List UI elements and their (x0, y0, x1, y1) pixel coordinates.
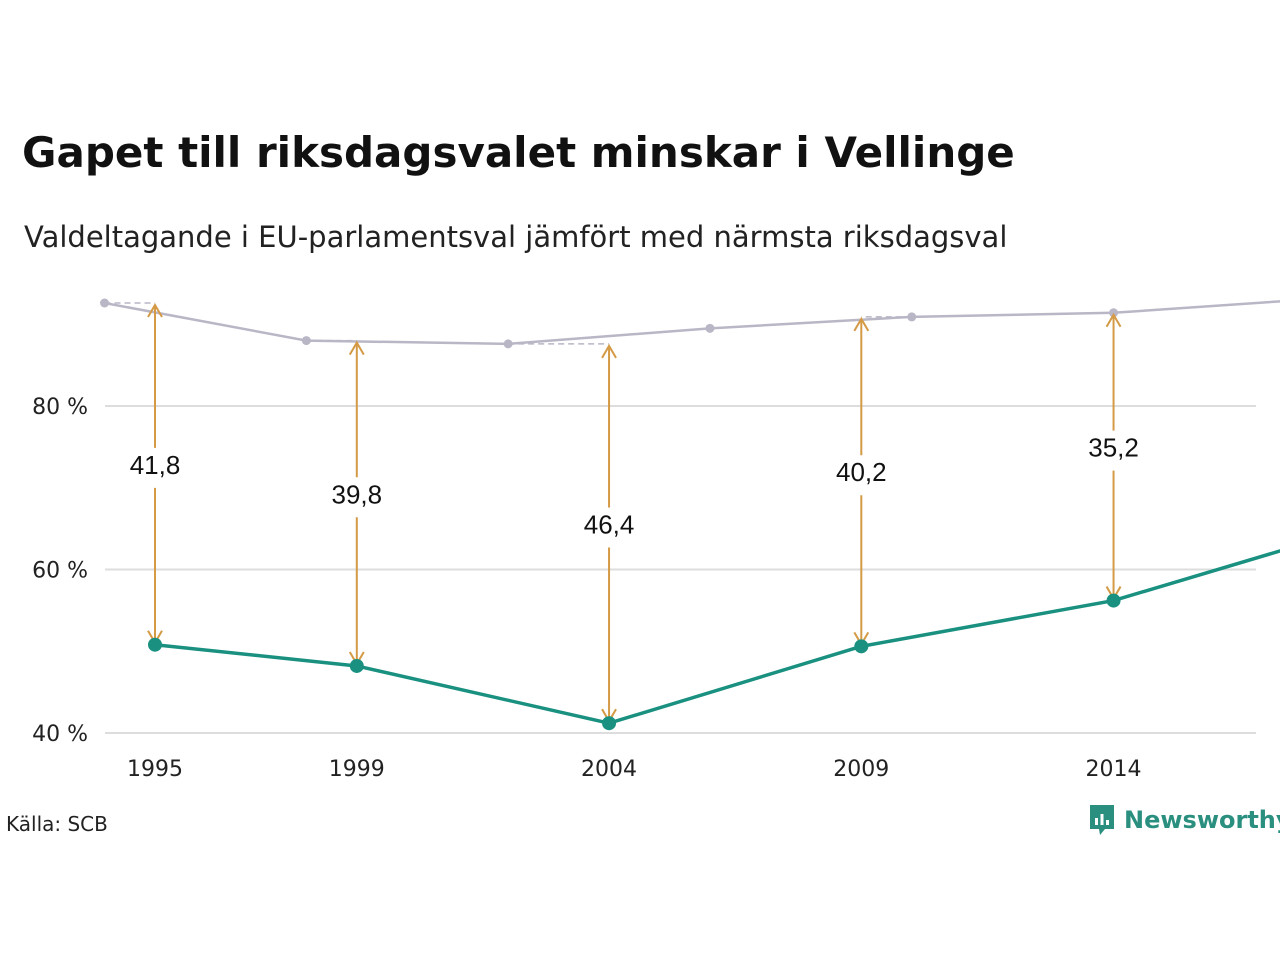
eu-point (349, 658, 364, 673)
gap-arrowhead-up (1105, 312, 1122, 328)
gap-arrowhead-up (147, 303, 163, 318)
eu-point (854, 639, 869, 654)
gap-label: 35,2 (1088, 433, 1139, 463)
eu-series (148, 549, 1280, 731)
gap-arrowhead-up (601, 343, 617, 359)
eu-point (1106, 593, 1121, 608)
x-tick-label: 1999 (329, 757, 385, 782)
gap-arrowhead-up (853, 316, 870, 332)
riksdag-line (104, 300, 1280, 346)
newsworthy-logo-icon (1090, 805, 1114, 835)
gap-arrowhead-up (348, 340, 365, 356)
gap-label: 39,8 (331, 479, 382, 509)
gap-label: 41,8 (130, 450, 181, 480)
gap-arrow: 46,4 (508, 343, 635, 724)
gap-label: 46,4 (584, 510, 635, 540)
axis-labels: 40 %60 %80 %199519992004200920142019 (32, 395, 1142, 782)
riksdag-series (100, 298, 1280, 349)
grid-lines (105, 405, 1256, 734)
line-chart: 41,839,846,440,235,227,7 40 %60 %80 %199… (32, 298, 1280, 782)
eu-point (602, 716, 617, 731)
x-tick-label: 1995 (127, 757, 183, 782)
source-note: Källa: SCB (6, 812, 108, 836)
gap-arrows: 41,839,846,440,235,227,7 (104, 302, 1139, 724)
x-tick-label: 2014 (1086, 757, 1142, 782)
x-tick-label: 2009 (833, 757, 889, 782)
chart-subtitle: Valdeltagande i EU-parlamentsval jämfört… (24, 220, 1008, 254)
riksdag-point (1109, 308, 1119, 318)
eu-point (148, 637, 162, 652)
gap-arrow: 41,8 (104, 302, 181, 645)
gap-arrow: 40,2 (836, 316, 912, 647)
riksdag-point (705, 323, 715, 333)
chart-title: Gapet till riksdagsvalet minskar i Velli… (22, 128, 1015, 177)
brand-name: Newsworthy (1124, 806, 1280, 834)
gap-arrow: 35,2 (1088, 312, 1139, 601)
y-tick-label: 60 % (32, 559, 88, 584)
gap-arrow: 39,8 (306, 339, 382, 666)
gap-label: 40,2 (836, 457, 887, 487)
eu-line (154, 549, 1280, 725)
y-tick-label: 40 % (32, 722, 88, 747)
brand-logo: Newsworthy (1088, 803, 1280, 837)
y-tick-label: 80 % (32, 395, 88, 420)
x-tick-label: 2004 (581, 757, 637, 782)
